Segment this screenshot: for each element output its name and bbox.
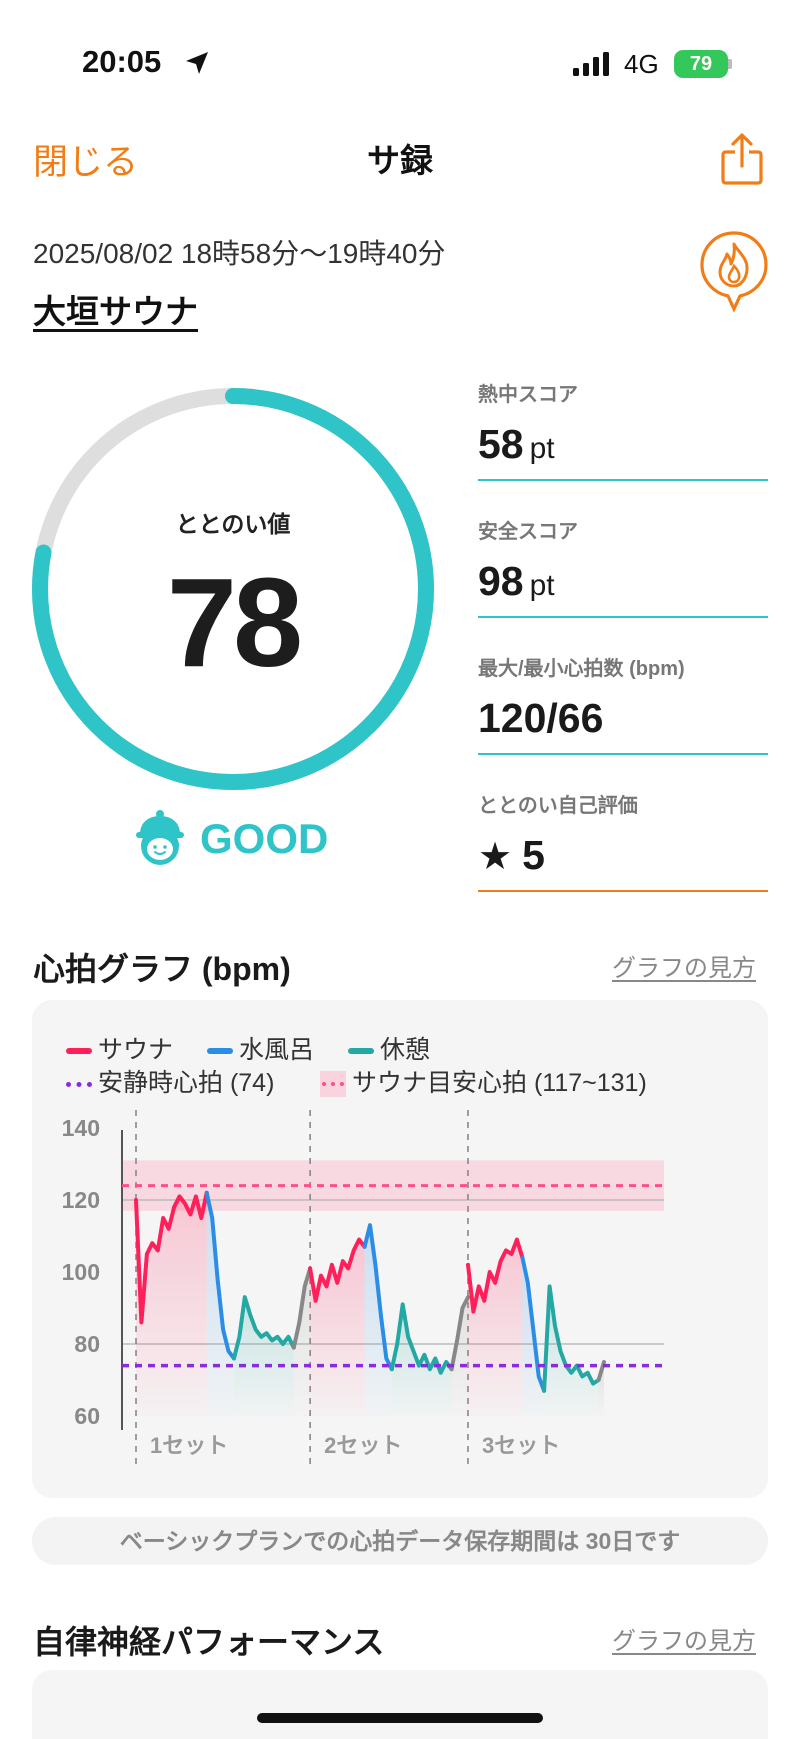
y-tick-label: 120: [62, 1187, 100, 1213]
divider: [478, 479, 768, 481]
rating-label: GOOD: [200, 815, 329, 862]
session-datetime: 2025/08/02 18時58分〜19時40分: [33, 238, 446, 269]
divider: [478, 890, 768, 892]
set-label: 1セット: [150, 1433, 228, 1458]
set-label: 3セット: [482, 1433, 560, 1458]
sauna-area: [310, 1239, 365, 1416]
y-tick-label: 60: [74, 1403, 100, 1429]
metric-label: 熱中スコア: [478, 384, 578, 406]
legend-sauna-target: サウナ目安心拍 (117~131): [320, 1063, 647, 1099]
battery-tip: [728, 59, 732, 69]
cold-series-line: [204, 1190, 236, 1361]
y-tick-label: 100: [62, 1259, 100, 1285]
sauna-area: [136, 1192, 207, 1416]
set-label: 2セット: [324, 1433, 402, 1458]
divider: [478, 753, 768, 755]
rest-series-line: [389, 1302, 454, 1375]
metric-unit: pt: [529, 432, 555, 465]
legend-rest: 休憩: [348, 1030, 430, 1066]
legend-cold-bath: 水風呂: [207, 1030, 314, 1066]
legend-label: 安静時心拍 (74): [98, 1069, 275, 1097]
target-band: [122, 1160, 664, 1211]
sauna-series-line: [308, 1237, 367, 1303]
score-ring-progress: [32, 388, 434, 790]
sauna-series-line: [134, 1190, 209, 1325]
home-indicator: [257, 1713, 543, 1723]
legend-sauna: サウナ: [66, 1030, 173, 1066]
metric-number: 98: [478, 558, 524, 604]
facility-link[interactable]: 大垣サウナ: [33, 293, 198, 330]
metric-number: 58: [478, 421, 524, 467]
legend-label: サウナ目安心拍 (117~131): [352, 1069, 647, 1097]
cold-area: [364, 1225, 392, 1416]
metric-label: 最大/最小心拍数 (bpm): [478, 658, 685, 680]
divider: [478, 616, 768, 618]
legend-label: 休憩: [380, 1036, 431, 1064]
graph-help-link[interactable]: グラフの見方: [612, 955, 756, 982]
safety-score: 安全スコア 98 pt: [478, 515, 768, 618]
sauna-area: [467, 1239, 523, 1416]
metric-value: 120/66: [478, 695, 768, 751]
location-arrow-icon: [186, 52, 208, 74]
heat-score: 熱中スコア 58 pt: [478, 378, 768, 481]
legend-label: 水風呂: [239, 1036, 315, 1064]
legend-swatch: [348, 1048, 374, 1055]
share-icon[interactable]: [718, 132, 766, 186]
rest-series-line: [232, 1295, 296, 1361]
rest-area: [544, 1286, 599, 1416]
metric-label: ととのい自己評価: [478, 795, 638, 817]
autonomic-card: [32, 1670, 768, 1739]
heart-rate-range: 最大/最小心拍数 (bpm) 120/66: [478, 652, 768, 755]
metric-value: 58 pt: [478, 421, 768, 477]
network-type: 4G: [624, 49, 659, 79]
retention-notice: ベーシックプランでの心拍データ保存期間は 30日です: [32, 1517, 768, 1565]
battery-level: 79: [674, 50, 728, 78]
sauna-hat-face-icon: [136, 810, 184, 865]
close-button[interactable]: 閉じる: [33, 143, 139, 182]
cold-series-line: [520, 1255, 547, 1393]
y-tick-label: 80: [74, 1331, 100, 1357]
page-title: サ録: [367, 142, 433, 179]
legend-swatch: [320, 1071, 346, 1098]
self-rating[interactable]: ととのい自己評価 ★ 5: [478, 789, 768, 892]
rest-series-line: [542, 1284, 601, 1393]
graph-help-link-2[interactable]: グラフの見方: [612, 1628, 756, 1655]
status-time: 20:05: [82, 44, 162, 79]
heart-graph-title: 心拍グラフ (bpm): [33, 951, 291, 987]
metric-unit: pt: [529, 569, 555, 602]
metric-label: 安全スコア: [478, 521, 578, 543]
transition-area: [293, 1268, 311, 1416]
fire-icon[interactable]: [698, 230, 770, 312]
score-label: ととのい値: [175, 511, 291, 537]
signal-icon: [573, 52, 609, 76]
transition-area: [598, 1362, 604, 1416]
heart-rate-chart: 140 120 100 80 60 1セット 2セット 3セット: [62, 1110, 664, 1470]
score-ring: [32, 388, 434, 790]
sauna-series-line: [466, 1237, 525, 1314]
transition-series-line: [291, 1266, 313, 1350]
legend-swatch: [66, 1081, 92, 1087]
transition-area: [451, 1297, 468, 1416]
star-icon: ★: [478, 836, 513, 878]
metric-number: 5: [522, 832, 545, 878]
cold-series-line: [362, 1223, 394, 1372]
transition-series-line: [449, 1295, 470, 1372]
metric-value: 98 pt: [478, 558, 768, 614]
metric-value: ★ 5: [478, 832, 768, 888]
legend-swatch: [66, 1048, 92, 1055]
metric-number: 120/66: [478, 695, 604, 741]
autonomic-title: 自律神経パフォーマンス: [33, 1624, 385, 1660]
legend-resting-hr: 安静時心拍 (74): [66, 1063, 274, 1099]
legend-label: サウナ: [98, 1036, 174, 1064]
rest-area: [233, 1297, 294, 1416]
legend-swatch: [207, 1048, 233, 1055]
y-tick-label: 140: [62, 1115, 100, 1141]
score-value: 78: [166, 552, 303, 693]
